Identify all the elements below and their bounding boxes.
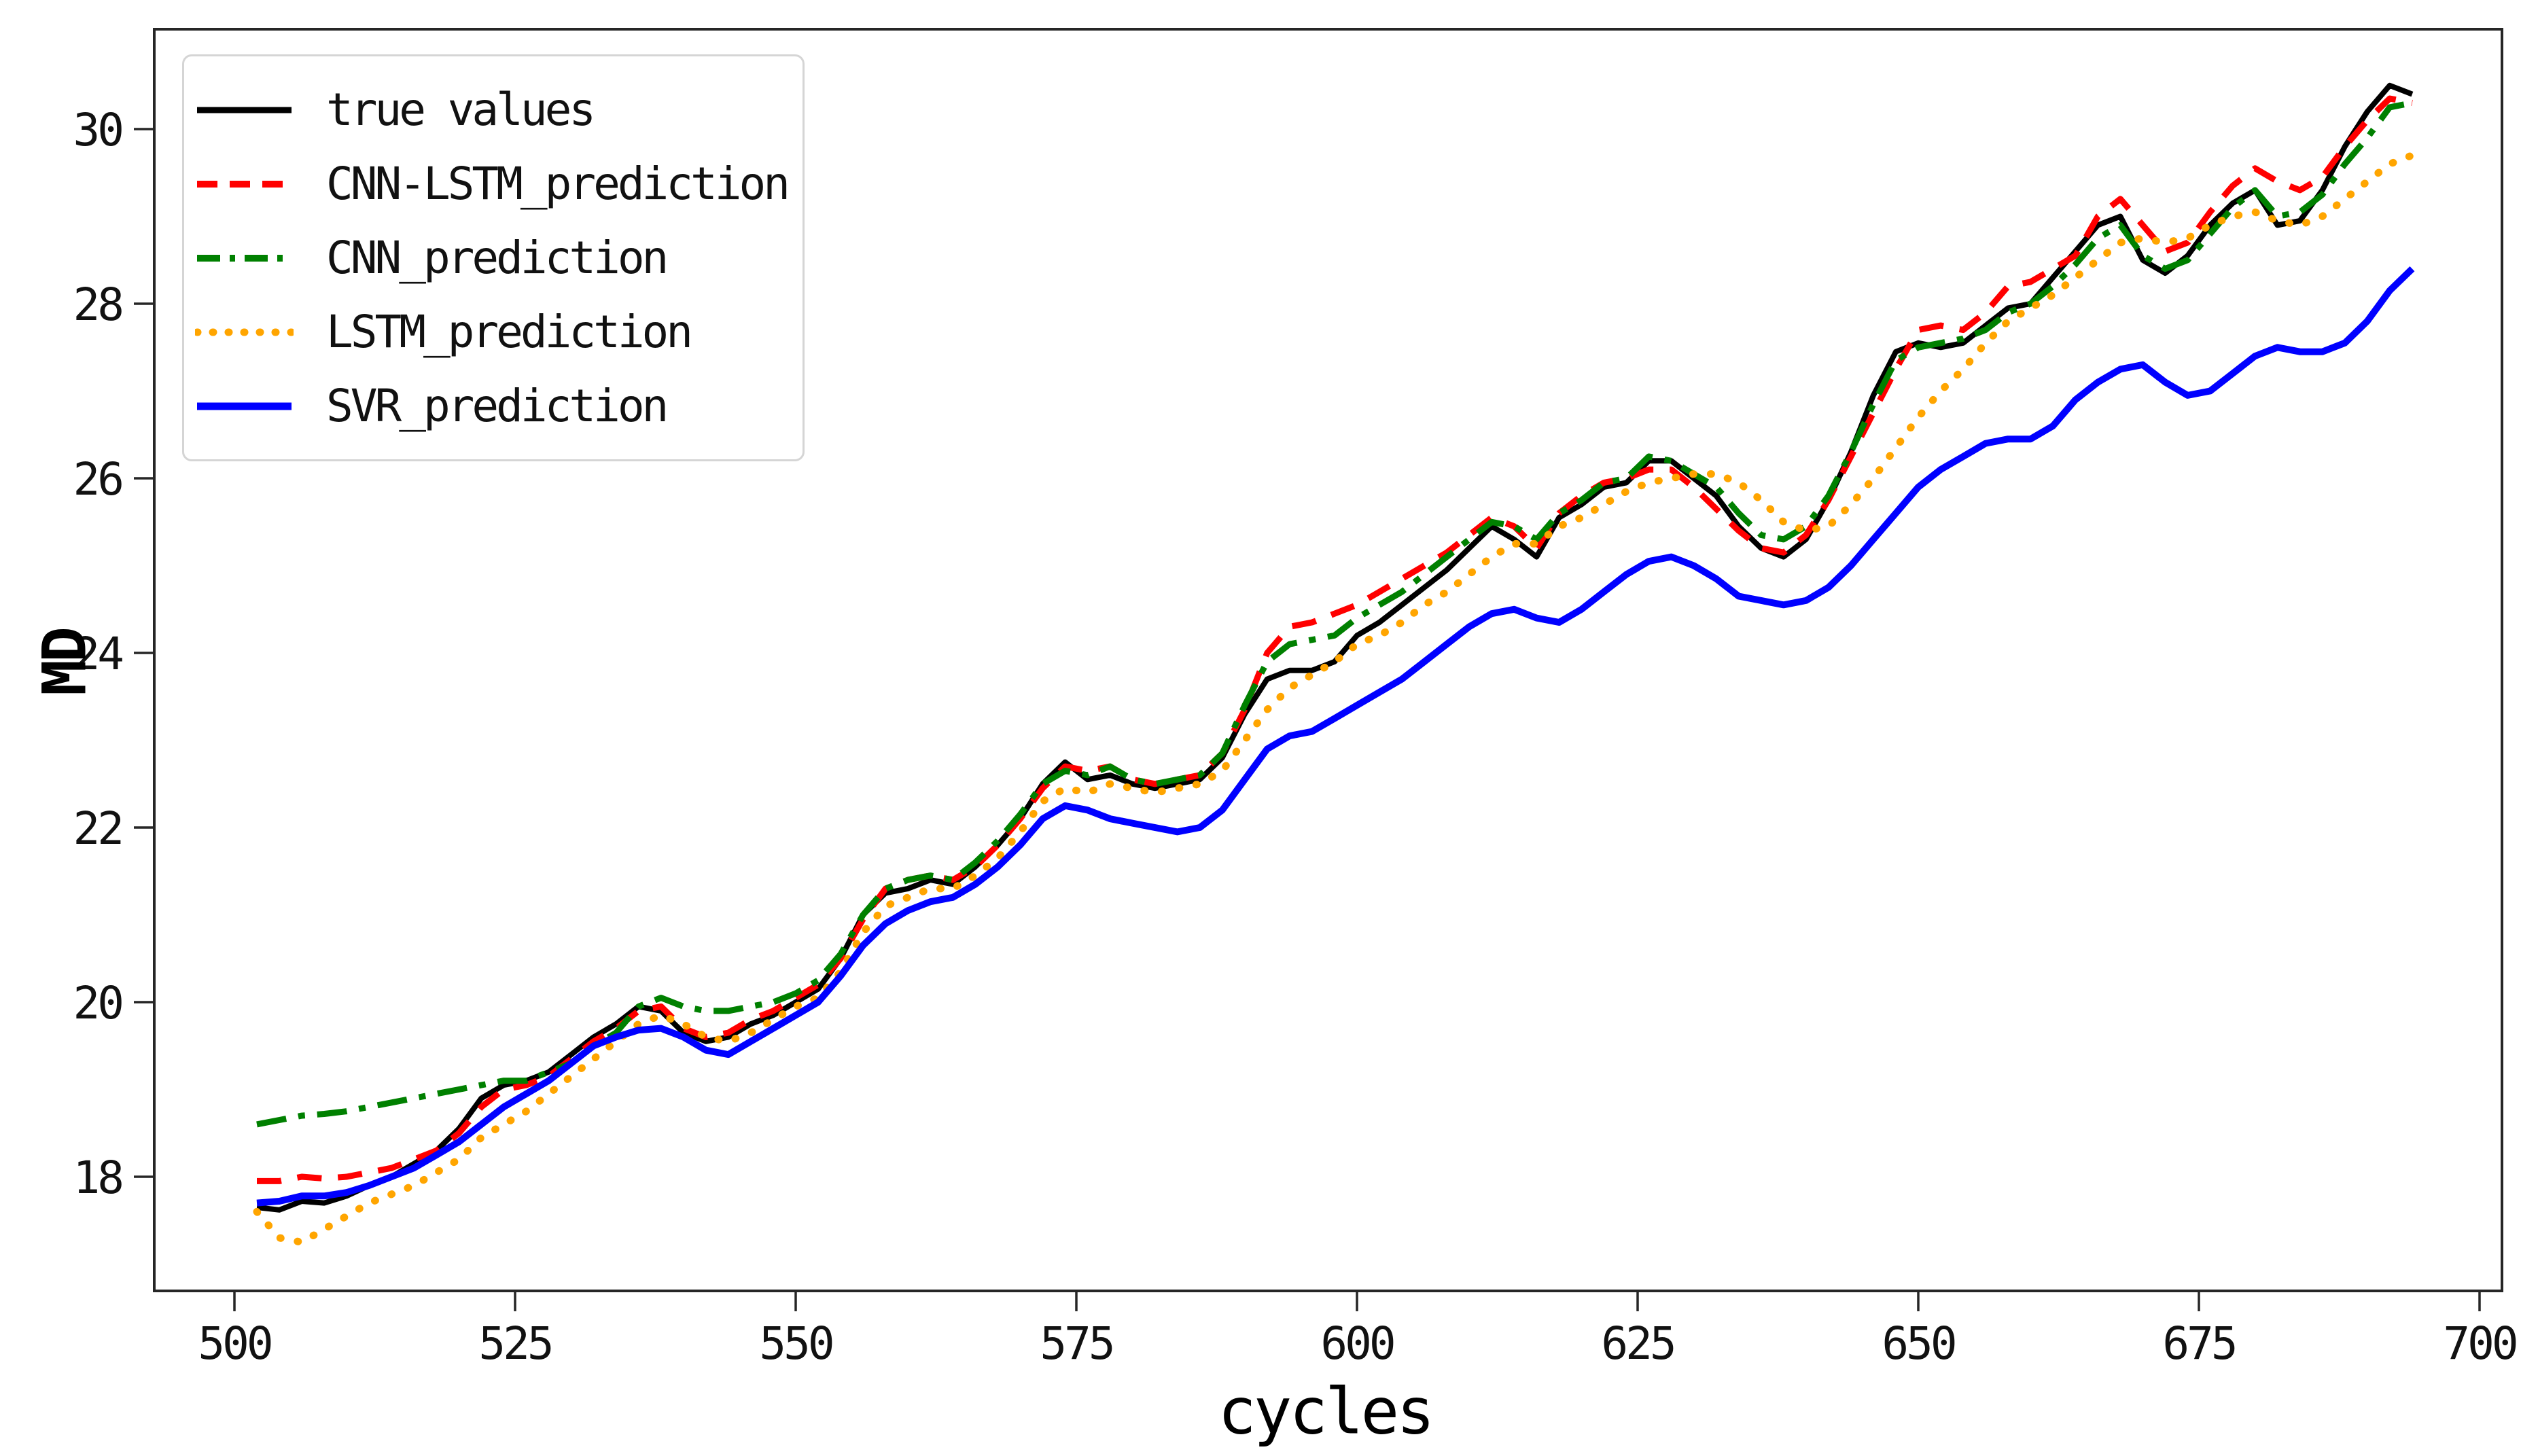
plot-frame [153, 28, 2503, 1292]
x-tick-label: 500 [198, 1317, 270, 1370]
y-tick-label: 30 [73, 104, 122, 156]
legend-item-label: CNN-LSTM_prediction [326, 158, 790, 210]
legend-item-label: LSTM_prediction [326, 306, 693, 358]
legend-item: CNN-LSTM_prediction [195, 147, 790, 221]
x-axis-label: cycles [1218, 1374, 1435, 1449]
legend-line-sample [197, 180, 292, 188]
x-tick-label: 575 [1040, 1317, 1112, 1370]
legend-item: true values [195, 73, 783, 147]
x-tick-label: 675 [2162, 1317, 2235, 1370]
y-tick-label: 22 [73, 802, 122, 855]
y-tick-label: 28 [73, 279, 122, 331]
legend: true values CNN-LSTM_prediction CNN_predic… [182, 54, 805, 461]
legend-item: LSTM_prediction [195, 295, 783, 369]
legend-line-sample [195, 328, 294, 336]
legend-line-sample [197, 254, 292, 262]
y-tick-label: 20 [73, 977, 122, 1029]
y-tick-label: 18 [73, 1152, 122, 1204]
x-tick-label: 600 [1320, 1317, 1393, 1370]
legend-item-label: true values [326, 84, 596, 136]
x-tick-label: 550 [759, 1317, 832, 1370]
y-axis-label: MD [29, 629, 100, 696]
legend-item: CNN_prediction [195, 221, 783, 295]
series-line-lstm-prediction [253, 152, 2416, 1246]
y-tick-label: 24 [73, 628, 123, 680]
legend-item: SVR_prediction [195, 369, 783, 443]
legend-item-label: SVR_prediction [326, 380, 669, 432]
x-tick-label: 700 [2443, 1317, 2516, 1370]
series-line-true-values [256, 82, 2414, 1213]
x-tick-label: 625 [1601, 1317, 1674, 1370]
legend-line-sample [197, 107, 292, 113]
x-tick-label: 650 [1882, 1317, 1954, 1370]
series-line-cnn-lstm-prediction [257, 95, 2413, 1184]
legend-item-label: CNN_prediction [326, 232, 669, 284]
y-tick-label: 26 [73, 453, 122, 505]
x-tick-label: 525 [478, 1317, 551, 1370]
series-line-cnn-prediction [256, 99, 2413, 1128]
legend-line-sample [197, 402, 292, 410]
series-line-svr-prediction [256, 266, 2415, 1207]
